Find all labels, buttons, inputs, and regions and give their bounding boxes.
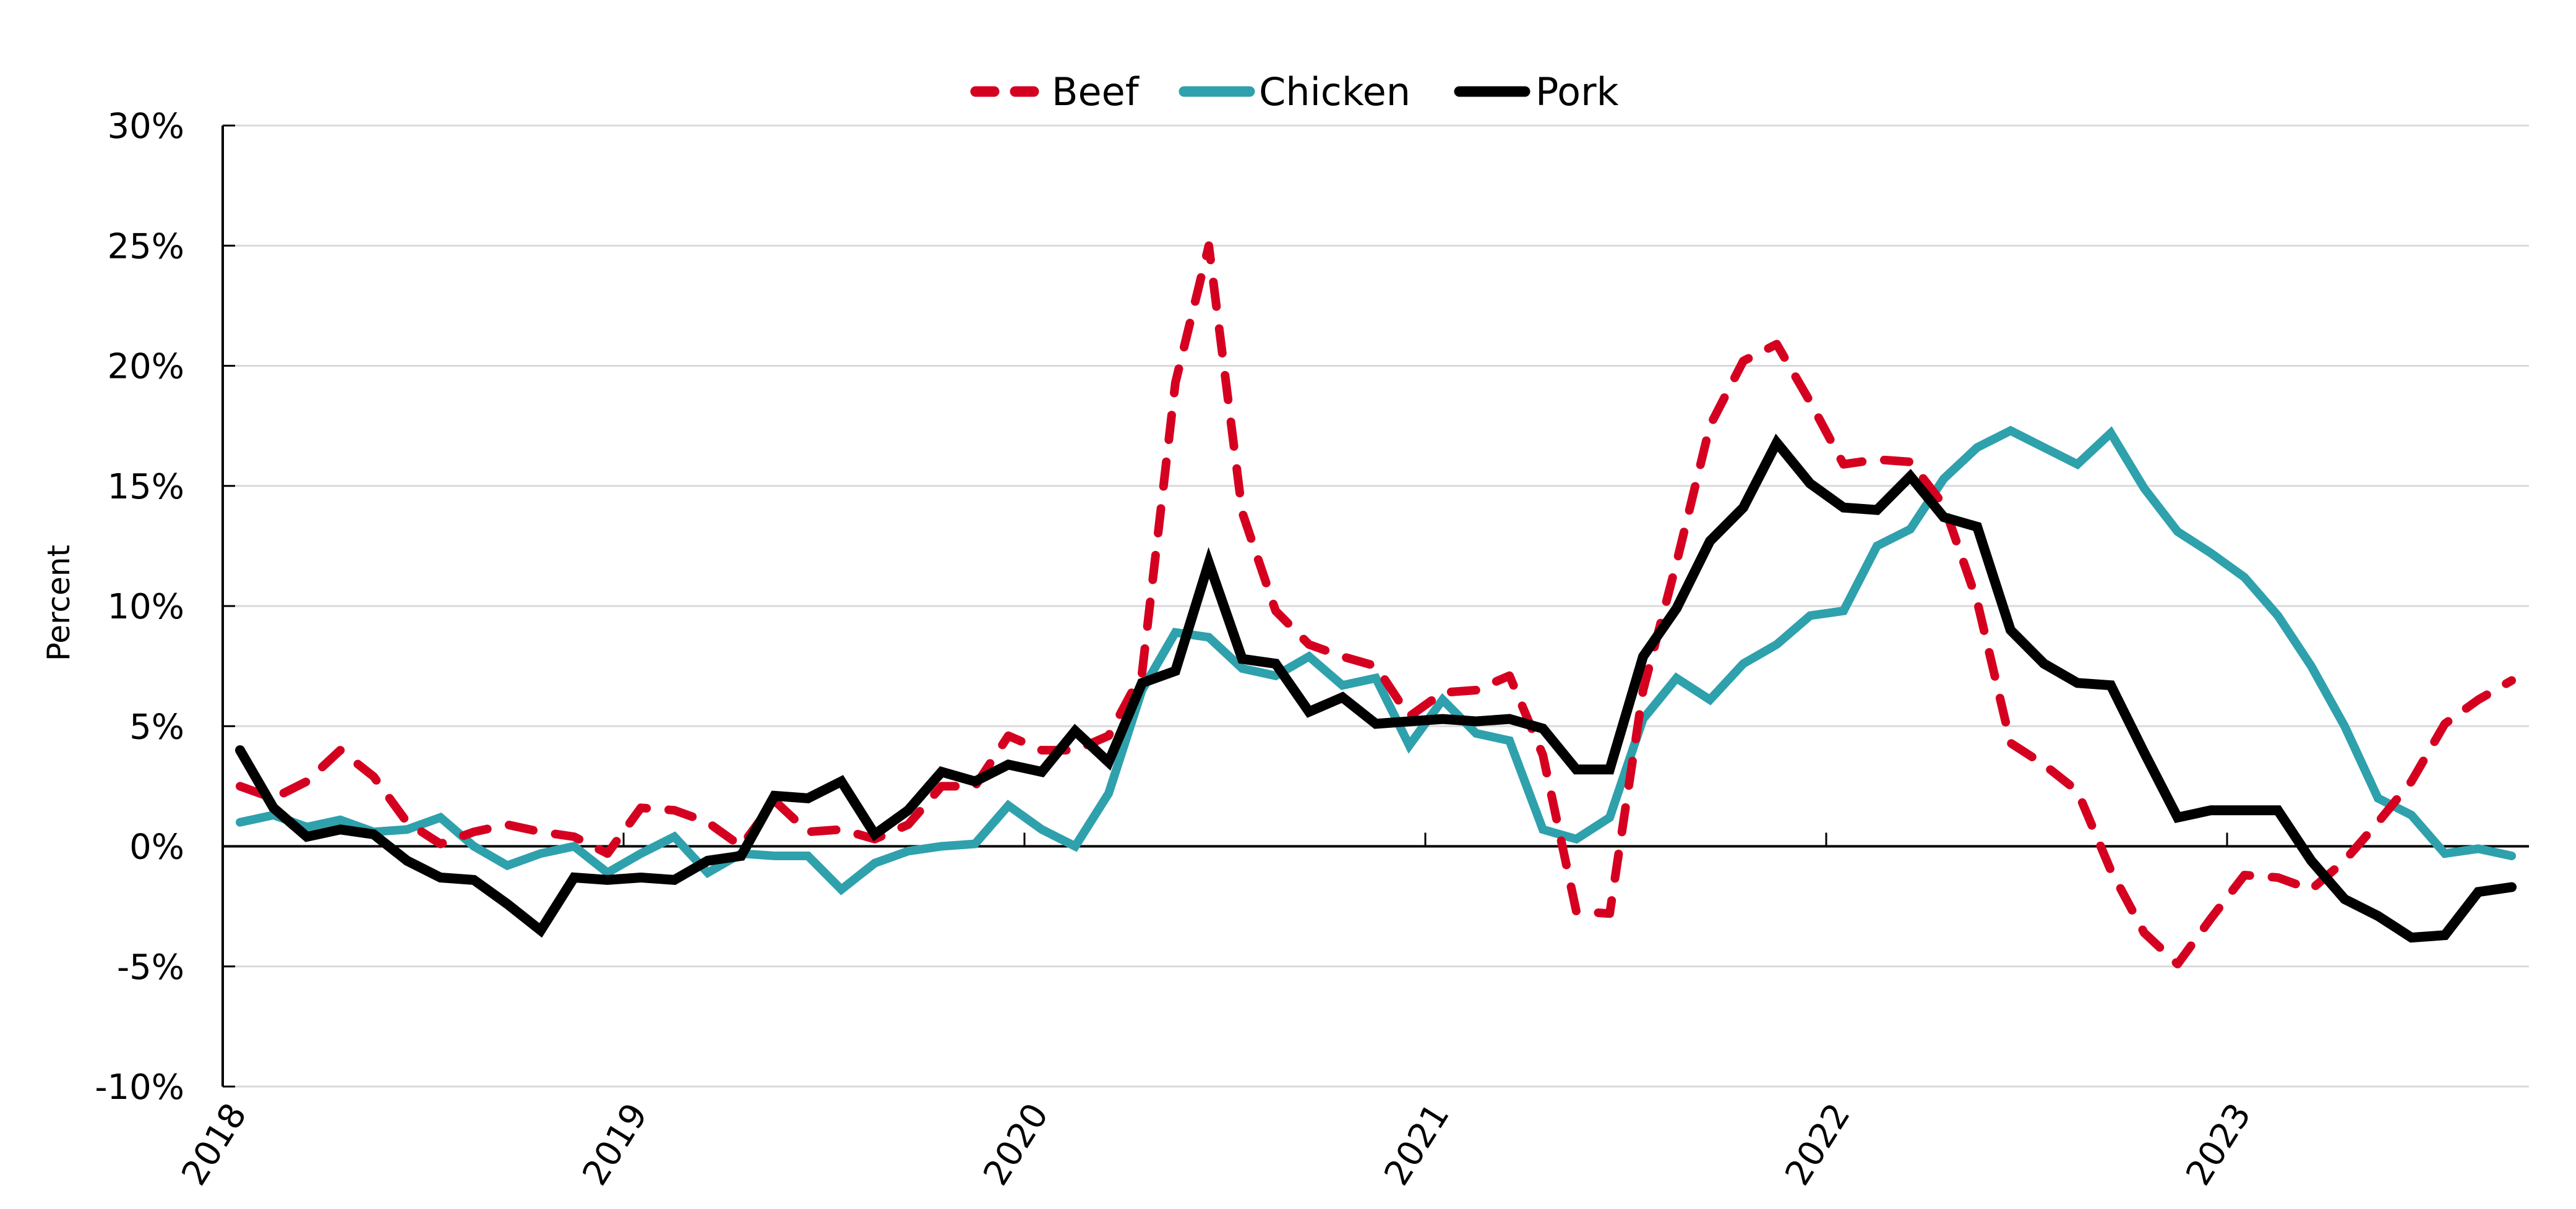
series-line-pork [235, 434, 2517, 943]
y-tick-label: 5% [129, 707, 184, 747]
y-tick-label: 25% [108, 226, 184, 267]
legend-item-beef: Beef [970, 69, 1140, 114]
y-tick-label: -5% [117, 947, 184, 988]
legend-item-chicken: Chicken [1179, 69, 1410, 114]
legend-item-pork: Pork [1454, 69, 1619, 114]
x-tick-label: 2019 [575, 1096, 656, 1192]
series-lines [235, 241, 2517, 968]
legend-label: Chicken [1259, 69, 1410, 114]
x-tick-label: 2020 [976, 1096, 1057, 1192]
x-tick-label: 2023 [2178, 1096, 2259, 1192]
y-tick-label: -10% [95, 1067, 184, 1108]
y-axis: -10% -5% 0% 5% 10% 15% 20% 25% 30% [95, 106, 235, 1108]
legend-label: Beef [1052, 69, 1140, 114]
y-axis-title: Percent [41, 545, 77, 661]
x-tick-label: 2021 [1376, 1096, 1458, 1192]
y-tick-label: 10% [108, 587, 184, 627]
x-axis: 2018 2019 2020 2021 2022 2023 [174, 832, 2529, 1192]
y-tick-label: 30% [108, 106, 184, 147]
series-line-beef [236, 241, 2516, 968]
y-tick-label: 15% [108, 467, 184, 507]
x-tick-label: 2022 [1777, 1096, 1858, 1192]
series-line-chicken [236, 425, 2516, 895]
legend: Beef Chicken Pork [970, 69, 1619, 114]
x-tick-label: 2018 [174, 1096, 255, 1192]
y-tick-label: 20% [108, 347, 184, 387]
gridlines [223, 124, 2529, 1088]
y-tick-label: 0% [129, 827, 184, 868]
legend-label: Pork [1535, 69, 1619, 114]
